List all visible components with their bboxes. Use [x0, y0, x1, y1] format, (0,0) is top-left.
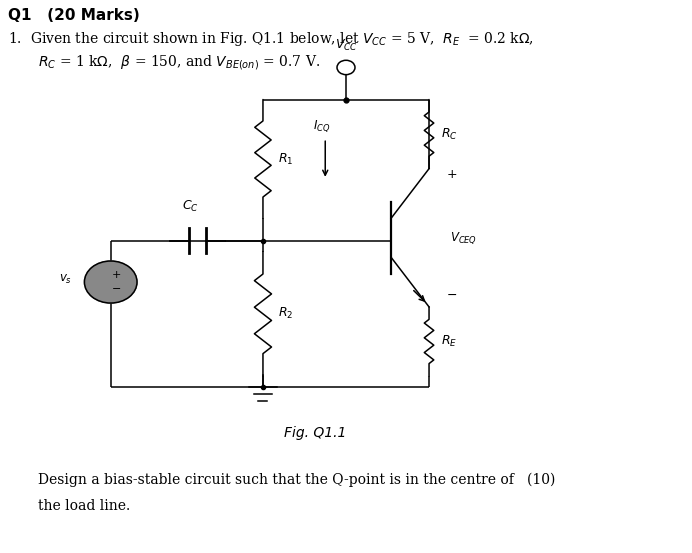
Text: 1.  Given the circuit shown in Fig. Q1.1 below, let $V_{CC}$ = 5 V,  $R_E$  = 0.: 1. Given the circuit shown in Fig. Q1.1 … [8, 30, 534, 49]
Text: $v_s$: $v_s$ [59, 273, 72, 286]
Text: $R_E$: $R_E$ [441, 334, 457, 349]
Text: −: − [111, 284, 121, 294]
Text: Fig. Q1.1: Fig. Q1.1 [284, 426, 346, 440]
Text: $R_1$: $R_1$ [278, 152, 293, 166]
Text: the load line.: the load line. [38, 499, 130, 513]
Circle shape [84, 261, 137, 303]
Text: $I_{CQ}$: $I_{CQ}$ [313, 118, 331, 134]
Text: −: − [446, 289, 457, 302]
Text: Q1   (20 Marks): Q1 (20 Marks) [8, 8, 140, 23]
Text: $C_C$: $C_C$ [182, 199, 199, 214]
Text: $R_C$: $R_C$ [441, 127, 458, 142]
Text: +: + [446, 168, 457, 181]
Text: +: + [111, 270, 121, 280]
Text: $V_{CEQ}$: $V_{CEQ}$ [450, 230, 477, 246]
Text: Design a bias-stable circuit such that the Q-point is in the centre of   (10): Design a bias-stable circuit such that t… [38, 473, 556, 487]
Text: $V_{CC}$: $V_{CC}$ [335, 38, 357, 53]
Text: $R_2$: $R_2$ [278, 306, 293, 321]
Text: $R_C$ = 1 k$\Omega$,  $\beta$ = 150, and $V_{BE(on)}$ = 0.7 V.: $R_C$ = 1 k$\Omega$, $\beta$ = 150, and … [38, 53, 320, 71]
